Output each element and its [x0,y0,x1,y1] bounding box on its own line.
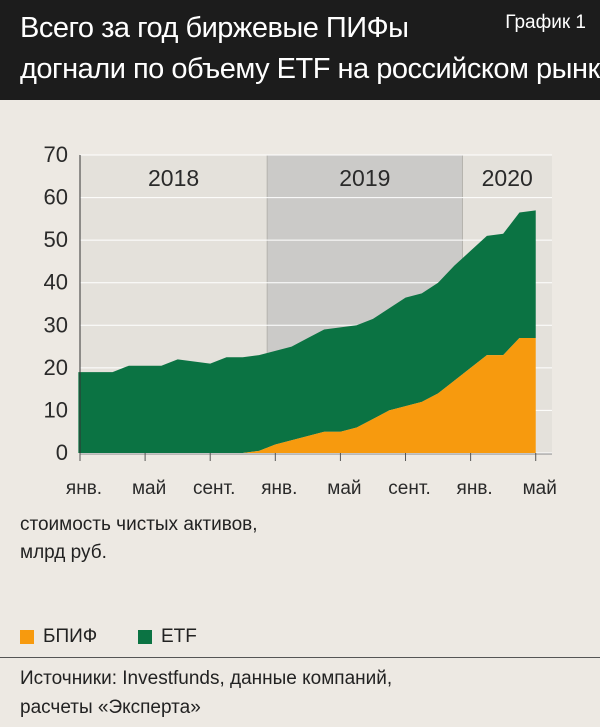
legend-swatch-etf [138,630,152,644]
footer-divider [0,657,600,658]
x-tick-label: янв. [457,478,493,499]
figure-label: График 1 [505,12,586,33]
y-tick-label-30: 30 [44,312,68,337]
source-note-line1: Источники: Investfunds, данные компаний, [20,668,393,689]
legend-label-etf: ETF [161,626,197,647]
source-note-line2: расчеты «Эксперта» [20,697,201,718]
legend-swatch-bpif [20,630,34,644]
x-tick-label: май [132,478,166,499]
chart-title-line2: догнали по объему ETF на российском рынк… [20,53,600,85]
y-tick-label-20: 20 [44,355,68,380]
x-tick-label: май [327,478,361,499]
x-tick-label: сент. [388,478,430,499]
y-tick-label-50: 50 [44,227,68,252]
legend-label-bpif: БПИФ [43,626,98,647]
legend-item-bpif: БПИФ [20,626,98,647]
chart-header: Всего за год биржевые ПИФы догнали по об… [0,0,600,100]
area-series-bpif [78,338,536,453]
x-tick-label: май [523,478,557,499]
year-label-2018: 2018 [148,165,199,191]
y-axis-label-line2: млрд руб. [20,542,107,563]
y-tick-label-0: 0 [56,440,68,465]
y-tick-label-70: 70 [44,142,68,167]
legend-item-etf: ETF [138,626,197,647]
y-tick-label-10: 10 [44,397,68,422]
chart-title-line1: Всего за год биржевые ПИФы [20,12,409,44]
y-tick-label-60: 60 [44,185,68,210]
x-tick-label: сент. [193,478,235,499]
y-axis-label-line1: стоимость чистых активов, [20,514,258,535]
x-tick-label: янв. [261,478,297,499]
year-label-2019: 2019 [339,165,390,191]
x-tick-label: янв. [66,478,102,499]
year-label-2020: 2020 [482,165,533,191]
area-series-etf [78,210,536,453]
y-tick-label-40: 40 [44,270,68,295]
